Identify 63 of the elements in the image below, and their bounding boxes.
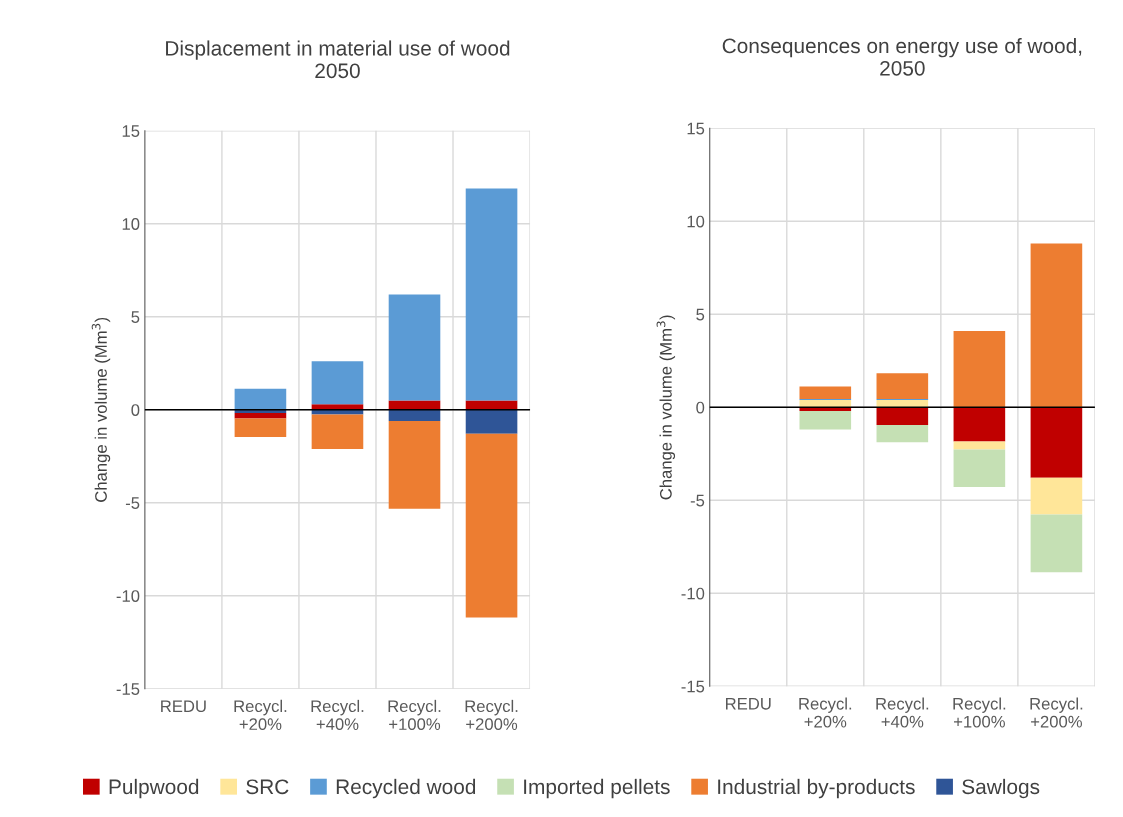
bar — [388, 409, 441, 422]
y-tick-label: -10 — [116, 590, 140, 602]
y-tick-label: 15 — [687, 122, 705, 135]
y-tick-label: 10 — [687, 215, 705, 228]
y-tick-label: -5 — [690, 494, 705, 507]
bar — [876, 407, 929, 425]
bar — [1030, 407, 1083, 478]
bar — [311, 404, 364, 410]
bar — [311, 361, 364, 405]
bar — [1030, 477, 1083, 515]
bar — [1030, 243, 1083, 408]
bar — [234, 388, 287, 410]
y-tick-label: -15 — [116, 683, 140, 695]
legend-label: Recycled wood — [336, 778, 476, 799]
y-tick-label: 0 — [131, 404, 140, 416]
bar — [311, 414, 364, 449]
y-tick-label: -10 — [681, 587, 705, 600]
y-tick-label: 15 — [122, 125, 140, 137]
bar — [465, 409, 518, 434]
x-tick-label: Recycl. +200% — [465, 699, 518, 731]
y-tick-label: -15 — [681, 680, 705, 693]
x-tick-label: REDU — [161, 700, 206, 713]
bar — [953, 441, 1006, 450]
bar — [953, 449, 1006, 488]
x-tick-label: Recycl. +40% — [876, 697, 929, 728]
bar — [876, 400, 929, 408]
bar — [465, 188, 518, 401]
y-tick-label: 0 — [696, 401, 705, 414]
legend-label: Industrial by-products — [718, 778, 915, 799]
bar — [799, 410, 852, 430]
y-tick-label: 10 — [122, 218, 140, 230]
x-tick-label: Recycl. +20% — [234, 699, 287, 731]
bar — [465, 433, 518, 618]
bar — [953, 407, 1006, 442]
y-tick-label: 5 — [131, 311, 140, 323]
bar — [388, 421, 441, 509]
bar — [876, 373, 929, 400]
bar — [1030, 514, 1083, 573]
bar — [799, 386, 852, 400]
chart-title: Consequences on energy use of wood, 2050 — [722, 37, 1082, 76]
y-tick-label: -5 — [125, 497, 140, 509]
bar — [799, 400, 852, 408]
bar — [234, 413, 287, 419]
y-axis-title: Change in volume (Mm$^{3}$) — [656, 315, 676, 500]
y-tick-label: 5 — [696, 308, 705, 321]
x-tick-label: Recycl. +200% — [1030, 697, 1083, 728]
x-tick-label: REDU — [726, 698, 771, 710]
x-tick-label: Recycl. +100% — [953, 697, 1006, 728]
x-tick-label: Recycl. +100% — [388, 699, 441, 731]
chart-title: Displacement in material use of wood 2050 — [166, 40, 510, 79]
bar — [465, 400, 518, 410]
bar — [234, 418, 287, 438]
bar — [876, 424, 929, 443]
x-tick-label: Recycl. +20% — [799, 697, 852, 728]
bar — [388, 400, 441, 410]
legend-label: Imported pellets — [524, 778, 670, 799]
bar — [953, 331, 1006, 408]
legend-label: Pulpwood — [109, 778, 199, 799]
bar — [388, 294, 441, 401]
legend-label: Sawlogs — [962, 778, 1040, 799]
legend-label: SRC — [246, 779, 289, 795]
y-axis-title: Change in volume (Mm$^{3}$) — [91, 317, 111, 502]
x-tick-label: Recycl. +40% — [311, 699, 364, 731]
